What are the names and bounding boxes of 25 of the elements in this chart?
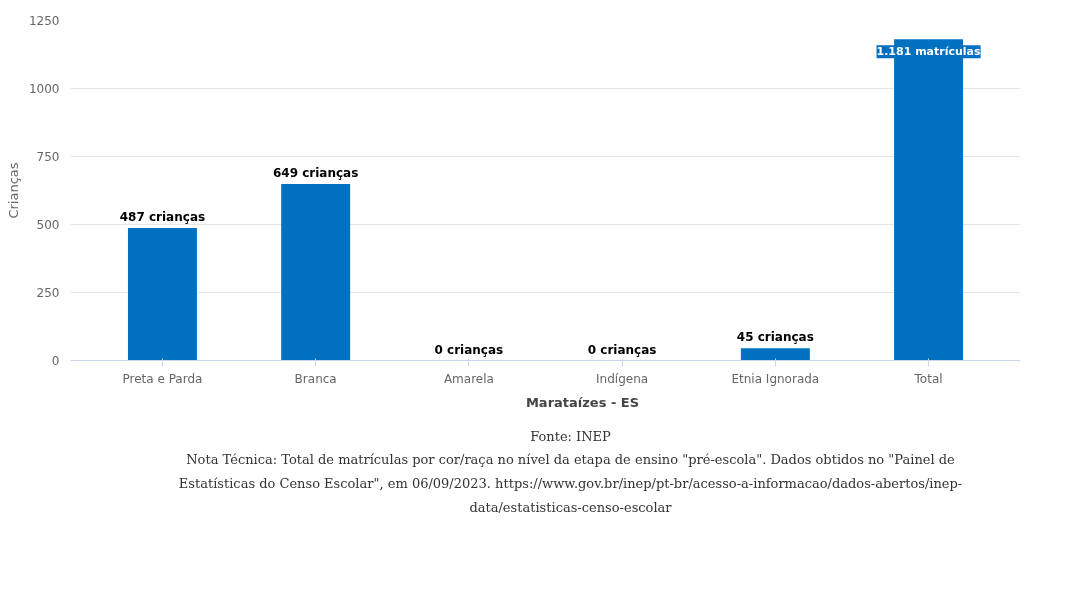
y-tick-label: 500 bbox=[36, 218, 60, 232]
text: 0 crianças bbox=[434, 342, 504, 357]
bar bbox=[740, 348, 810, 361]
y-tick-label: 250 bbox=[36, 286, 60, 300]
x-tick-label: Preta e Parda bbox=[122, 371, 203, 386]
x-tick-label: Indígena bbox=[596, 371, 649, 386]
y-tick-label: 1250 bbox=[28, 14, 60, 28]
x-tick-label: Amarela bbox=[443, 371, 494, 386]
bar bbox=[127, 228, 197, 361]
text: 0 crianças bbox=[587, 342, 657, 357]
y-tick-label: 0 bbox=[51, 354, 60, 368]
x-tick-label: Etnia Ignorada bbox=[731, 371, 820, 386]
y-axis-title: Crianças bbox=[5, 162, 21, 219]
x-tick-label: Branca bbox=[294, 371, 337, 386]
text: Nota Técnica: Total de matrículas por cor/raça no nível da etapa de ensino "pré-escola". Dados obtidos no "Painel de Estatísticas do Censo Escolar", em 06/09/2023. https://www.gov.br/inep/pt-br/acesso-a-informacao/dados-abertos/inep-data/estatisticas-censo-escolar bbox=[178, 452, 963, 516]
text: 487 crianças bbox=[119, 210, 206, 225]
y-tick-label: 1000 bbox=[28, 82, 60, 96]
text: 45 crianças bbox=[736, 330, 814, 345]
bar bbox=[281, 183, 351, 361]
source-note: Fonte: INEP bbox=[530, 428, 612, 444]
text: 1.181 matrículas bbox=[876, 45, 981, 59]
text: 649 crianças bbox=[272, 165, 359, 180]
y-tick-label: 750 bbox=[36, 150, 60, 164]
x-tick-label: Total bbox=[913, 371, 943, 386]
text: Marataízes - ES bbox=[525, 394, 640, 410]
